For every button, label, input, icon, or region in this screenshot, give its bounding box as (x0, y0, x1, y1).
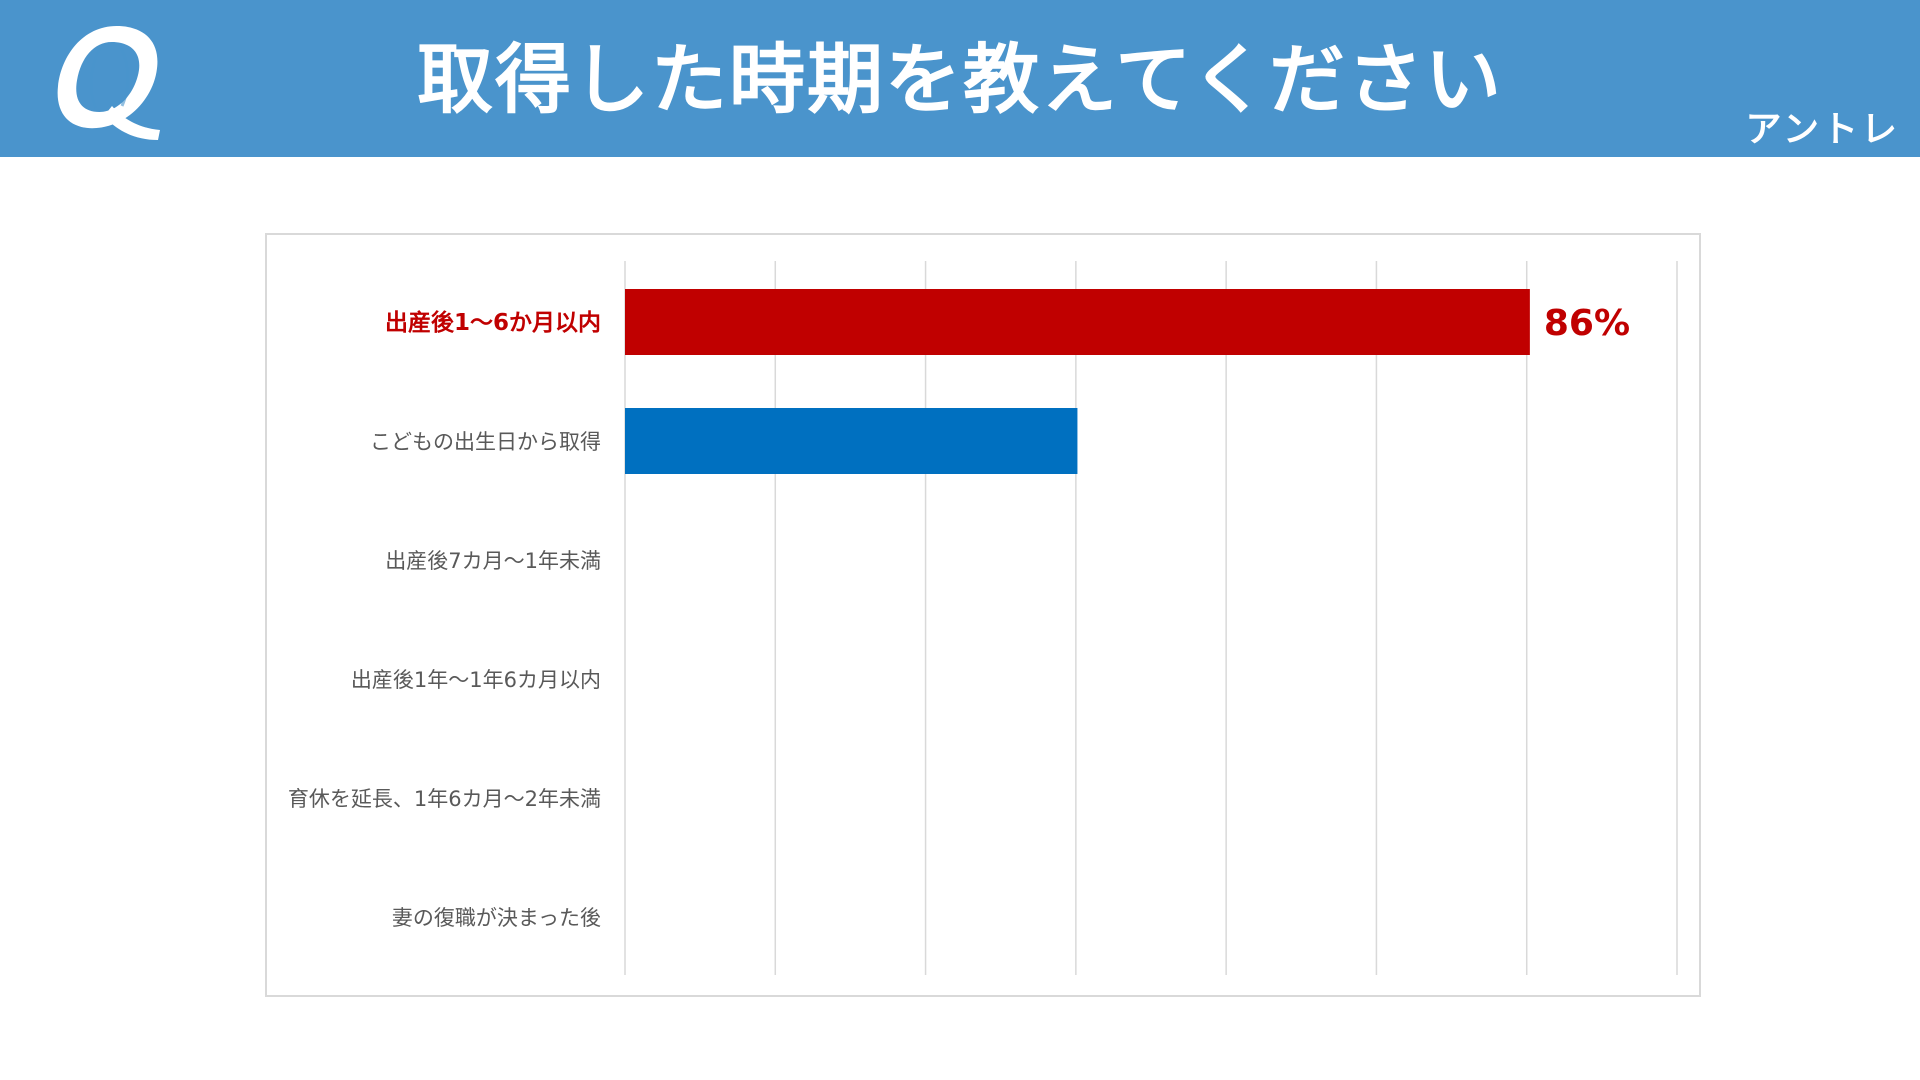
data-label: 86% (1544, 303, 1630, 344)
category-label: 出産後1～6か月以内 (385, 309, 601, 336)
bar-chart: 出産後1～6か月以内 86% こどもの出生日から取得出産後7カ月～1年未満出産後1年… (288, 261, 1678, 975)
category-label: こどもの出生日から取得 (370, 430, 601, 454)
category-label: 出産後7カ月～1年未満 (385, 549, 601, 573)
brand-logo: アントレ (1745, 109, 1900, 150)
page-title: 取得した時期を教えてください (417, 35, 1503, 124)
category-label: 妻の復職が決まった後 (392, 906, 601, 930)
bar (625, 408, 1078, 474)
header-bar: 取得した時期を教えてください アントレ (0, 0, 1920, 157)
q-letter-icon (57, 26, 160, 140)
chart-frame: 出産後1～6か月以内 86% こどもの出生日から取得出産後7カ月～1年未満出産後1年… (265, 233, 1701, 997)
category-label: 出産後1年～1年6カ月以内 (351, 668, 601, 692)
bar (625, 289, 1530, 355)
category-label: 育休を延長、1年6カ月～2年未満 (288, 787, 601, 811)
